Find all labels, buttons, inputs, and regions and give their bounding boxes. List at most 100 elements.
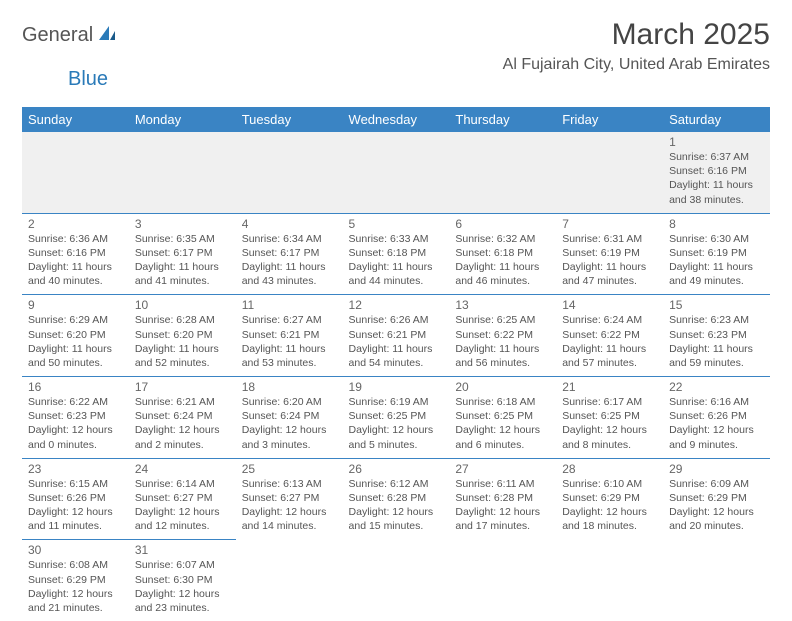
day-info: Sunrise: 6:25 AMSunset: 6:22 PMDaylight:… xyxy=(455,313,550,370)
day-info: Sunrise: 6:12 AMSunset: 6:28 PMDaylight:… xyxy=(349,477,444,534)
calendar-cell: 25Sunrise: 6:13 AMSunset: 6:27 PMDayligh… xyxy=(236,458,343,540)
day-info: Sunrise: 6:27 AMSunset: 6:21 PMDaylight:… xyxy=(242,313,337,370)
calendar-cell: 6Sunrise: 6:32 AMSunset: 6:18 PMDaylight… xyxy=(449,213,556,295)
calendar-cell-empty xyxy=(129,132,236,213)
day-info: Sunrise: 6:24 AMSunset: 6:22 PMDaylight:… xyxy=(562,313,657,370)
calendar-cell: 11Sunrise: 6:27 AMSunset: 6:21 PMDayligh… xyxy=(236,295,343,377)
day-header: Tuesday xyxy=(236,107,343,132)
day-info: Sunrise: 6:22 AMSunset: 6:23 PMDaylight:… xyxy=(28,395,123,452)
day-info: Sunrise: 6:16 AMSunset: 6:26 PMDaylight:… xyxy=(669,395,764,452)
calendar-cell: 23Sunrise: 6:15 AMSunset: 6:26 PMDayligh… xyxy=(22,458,129,540)
day-info: Sunrise: 6:37 AMSunset: 6:16 PMDaylight:… xyxy=(669,150,764,207)
day-number: 2 xyxy=(28,217,123,231)
calendar-cell: 10Sunrise: 6:28 AMSunset: 6:20 PMDayligh… xyxy=(129,295,236,377)
calendar-cell-empty xyxy=(449,540,556,621)
day-info: Sunrise: 6:11 AMSunset: 6:28 PMDaylight:… xyxy=(455,477,550,534)
calendar-row: 9Sunrise: 6:29 AMSunset: 6:20 PMDaylight… xyxy=(22,295,770,377)
calendar-row: 2Sunrise: 6:36 AMSunset: 6:16 PMDaylight… xyxy=(22,213,770,295)
calendar-table: SundayMondayTuesdayWednesdayThursdayFrid… xyxy=(22,107,770,621)
day-info: Sunrise: 6:15 AMSunset: 6:26 PMDaylight:… xyxy=(28,477,123,534)
day-info: Sunrise: 6:36 AMSunset: 6:16 PMDaylight:… xyxy=(28,232,123,289)
calendar-cell: 31Sunrise: 6:07 AMSunset: 6:30 PMDayligh… xyxy=(129,540,236,621)
day-header: Friday xyxy=(556,107,663,132)
day-info: Sunrise: 6:26 AMSunset: 6:21 PMDaylight:… xyxy=(349,313,444,370)
logo-text-general: General xyxy=(22,24,93,47)
calendar-cell: 19Sunrise: 6:19 AMSunset: 6:25 PMDayligh… xyxy=(343,377,450,459)
day-number: 11 xyxy=(242,298,337,312)
day-number: 22 xyxy=(669,380,764,394)
calendar-cell: 14Sunrise: 6:24 AMSunset: 6:22 PMDayligh… xyxy=(556,295,663,377)
calendar-cell: 3Sunrise: 6:35 AMSunset: 6:17 PMDaylight… xyxy=(129,213,236,295)
calendar-cell-empty xyxy=(343,540,450,621)
day-info: Sunrise: 6:10 AMSunset: 6:29 PMDaylight:… xyxy=(562,477,657,534)
day-info: Sunrise: 6:35 AMSunset: 6:17 PMDaylight:… xyxy=(135,232,230,289)
calendar-cell: 13Sunrise: 6:25 AMSunset: 6:22 PMDayligh… xyxy=(449,295,556,377)
day-header: Saturday xyxy=(663,107,770,132)
calendar-cell: 16Sunrise: 6:22 AMSunset: 6:23 PMDayligh… xyxy=(22,377,129,459)
day-number: 12 xyxy=(349,298,444,312)
day-number: 9 xyxy=(28,298,123,312)
day-number: 3 xyxy=(135,217,230,231)
day-number: 18 xyxy=(242,380,337,394)
calendar-row: 30Sunrise: 6:08 AMSunset: 6:29 PMDayligh… xyxy=(22,540,770,621)
day-number: 31 xyxy=(135,543,230,557)
day-number: 25 xyxy=(242,462,337,476)
calendar-row: 1Sunrise: 6:37 AMSunset: 6:16 PMDaylight… xyxy=(22,132,770,213)
day-number: 15 xyxy=(669,298,764,312)
day-header: Monday xyxy=(129,107,236,132)
day-number: 27 xyxy=(455,462,550,476)
day-info: Sunrise: 6:14 AMSunset: 6:27 PMDaylight:… xyxy=(135,477,230,534)
day-number: 29 xyxy=(669,462,764,476)
calendar-cell: 17Sunrise: 6:21 AMSunset: 6:24 PMDayligh… xyxy=(129,377,236,459)
calendar-cell: 1Sunrise: 6:37 AMSunset: 6:16 PMDaylight… xyxy=(663,132,770,213)
calendar-cell: 30Sunrise: 6:08 AMSunset: 6:29 PMDayligh… xyxy=(22,540,129,621)
day-info: Sunrise: 6:08 AMSunset: 6:29 PMDaylight:… xyxy=(28,558,123,615)
day-number: 17 xyxy=(135,380,230,394)
calendar-cell: 29Sunrise: 6:09 AMSunset: 6:29 PMDayligh… xyxy=(663,458,770,540)
day-info: Sunrise: 6:18 AMSunset: 6:25 PMDaylight:… xyxy=(455,395,550,452)
day-info: Sunrise: 6:21 AMSunset: 6:24 PMDaylight:… xyxy=(135,395,230,452)
calendar-cell-empty xyxy=(556,132,663,213)
calendar-cell-empty xyxy=(236,132,343,213)
calendar-cell: 4Sunrise: 6:34 AMSunset: 6:17 PMDaylight… xyxy=(236,213,343,295)
day-number: 24 xyxy=(135,462,230,476)
day-number: 30 xyxy=(28,543,123,557)
calendar-cell: 15Sunrise: 6:23 AMSunset: 6:23 PMDayligh… xyxy=(663,295,770,377)
day-number: 19 xyxy=(349,380,444,394)
day-number: 10 xyxy=(135,298,230,312)
calendar-row: 16Sunrise: 6:22 AMSunset: 6:23 PMDayligh… xyxy=(22,377,770,459)
calendar-cell-empty xyxy=(663,540,770,621)
day-info: Sunrise: 6:13 AMSunset: 6:27 PMDaylight:… xyxy=(242,477,337,534)
calendar-cell: 27Sunrise: 6:11 AMSunset: 6:28 PMDayligh… xyxy=(449,458,556,540)
day-info: Sunrise: 6:33 AMSunset: 6:18 PMDaylight:… xyxy=(349,232,444,289)
calendar-cell: 22Sunrise: 6:16 AMSunset: 6:26 PMDayligh… xyxy=(663,377,770,459)
calendar-cell: 12Sunrise: 6:26 AMSunset: 6:21 PMDayligh… xyxy=(343,295,450,377)
day-info: Sunrise: 6:28 AMSunset: 6:20 PMDaylight:… xyxy=(135,313,230,370)
day-header: Wednesday xyxy=(343,107,450,132)
day-info: Sunrise: 6:31 AMSunset: 6:19 PMDaylight:… xyxy=(562,232,657,289)
day-info: Sunrise: 6:32 AMSunset: 6:18 PMDaylight:… xyxy=(455,232,550,289)
day-header: Sunday xyxy=(22,107,129,132)
day-info: Sunrise: 6:17 AMSunset: 6:25 PMDaylight:… xyxy=(562,395,657,452)
day-number: 8 xyxy=(669,217,764,231)
calendar-cell: 21Sunrise: 6:17 AMSunset: 6:25 PMDayligh… xyxy=(556,377,663,459)
day-info: Sunrise: 6:23 AMSunset: 6:23 PMDaylight:… xyxy=(669,313,764,370)
logo: General xyxy=(22,24,119,47)
day-number: 16 xyxy=(28,380,123,394)
sail-icon xyxy=(97,24,117,47)
calendar-cell: 20Sunrise: 6:18 AMSunset: 6:25 PMDayligh… xyxy=(449,377,556,459)
logo-text-blue: Blue xyxy=(68,68,108,90)
day-info: Sunrise: 6:20 AMSunset: 6:24 PMDaylight:… xyxy=(242,395,337,452)
month-title: March 2025 xyxy=(503,18,770,52)
calendar-cell-empty xyxy=(343,132,450,213)
calendar-cell-empty xyxy=(22,132,129,213)
day-number: 20 xyxy=(455,380,550,394)
day-number: 6 xyxy=(455,217,550,231)
calendar-cell: 2Sunrise: 6:36 AMSunset: 6:16 PMDaylight… xyxy=(22,213,129,295)
day-number: 14 xyxy=(562,298,657,312)
day-info: Sunrise: 6:19 AMSunset: 6:25 PMDaylight:… xyxy=(349,395,444,452)
day-number: 1 xyxy=(669,135,764,149)
calendar-cell: 7Sunrise: 6:31 AMSunset: 6:19 PMDaylight… xyxy=(556,213,663,295)
day-info: Sunrise: 6:30 AMSunset: 6:19 PMDaylight:… xyxy=(669,232,764,289)
calendar-cell: 8Sunrise: 6:30 AMSunset: 6:19 PMDaylight… xyxy=(663,213,770,295)
